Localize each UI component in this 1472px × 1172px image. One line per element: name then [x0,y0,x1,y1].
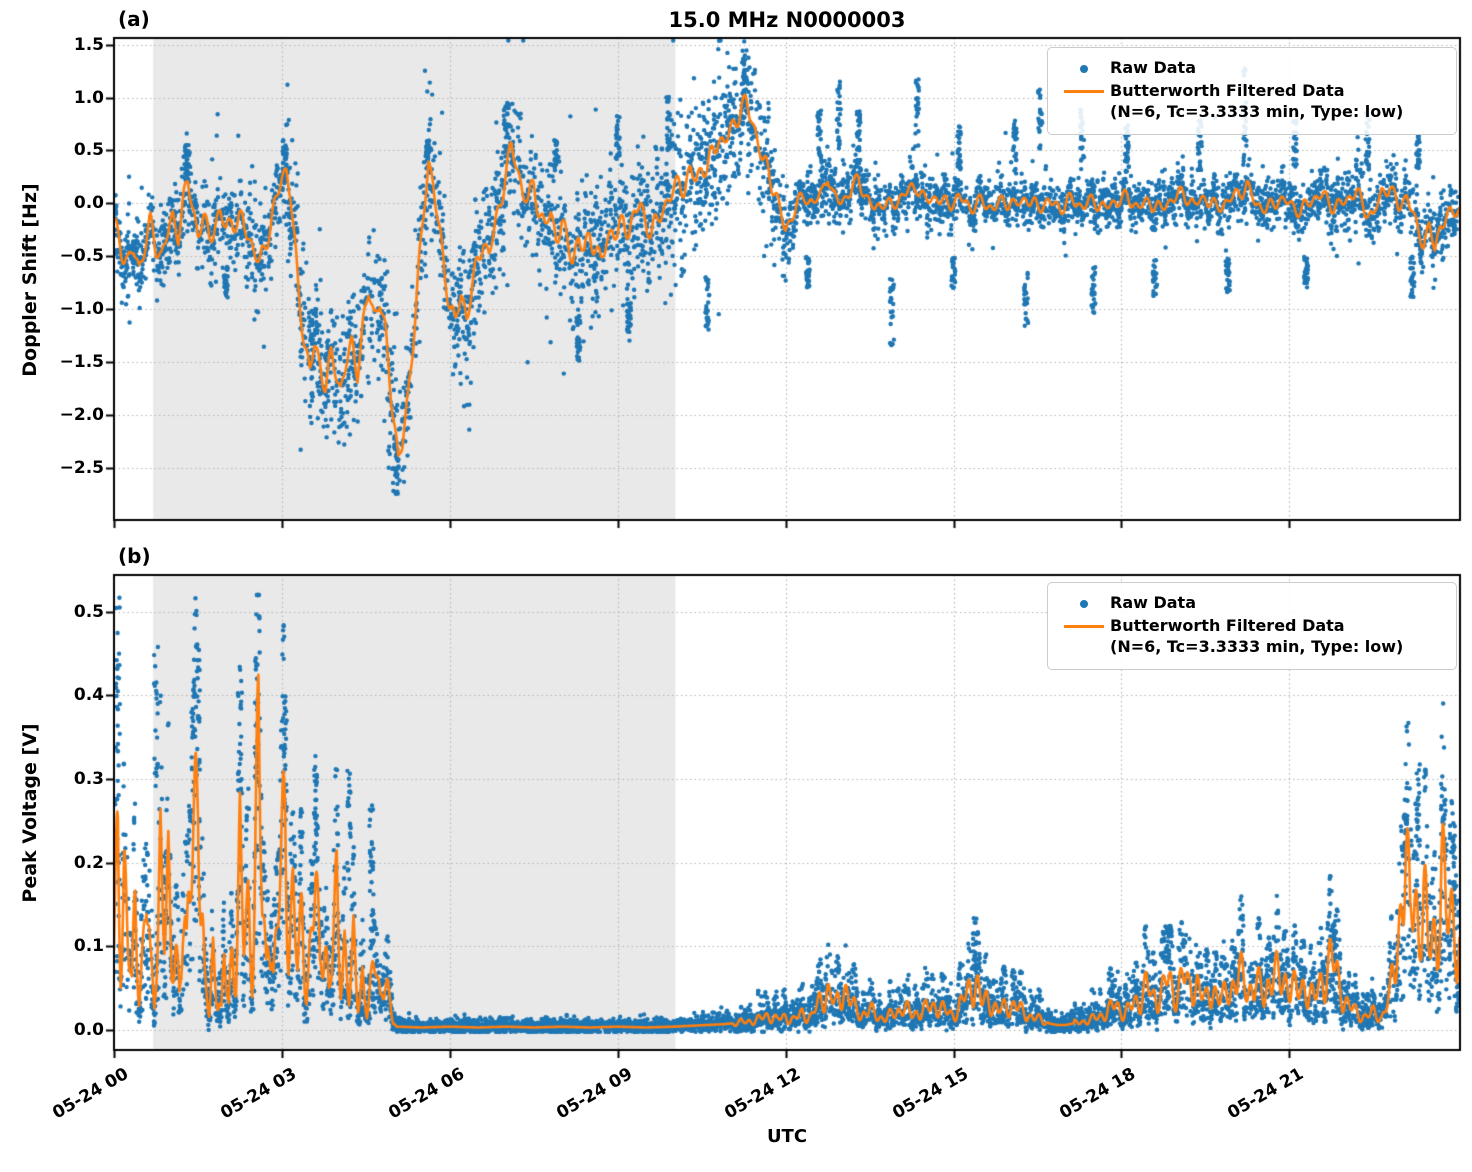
legend-row-raw: Raw Data [1058,593,1444,614]
legend-filtered-line2: (N=6, Tc=3.3333 min, Type: low) [1110,636,1404,656]
panel-b-tag: (b) [118,544,151,568]
x-axis-label: UTC [766,1126,808,1147]
raw-data-marker-icon [1058,593,1110,614]
y-tick-label: 0.3 [73,769,104,790]
legend-raw-label: Raw Data [1110,58,1196,77]
y-tick-label: 0.5 [73,601,104,622]
figure-title: 15.0 MHz N0000003 [668,8,906,32]
legend-filtered-line1: Butterworth Filtered Data [1110,616,1345,635]
legend-filtered-label: Butterworth Filtered Data (N=6, Tc=3.333… [1110,81,1403,123]
y-tick-label: 1.5 [73,34,104,55]
y-tick-label: 0.0 [73,1020,104,1040]
y-tick-label: −2.0 [59,404,104,425]
legend-b: Raw Data Butterworth Filtered Data (N=6,… [1047,582,1457,670]
y-tick-label: −1.0 [59,299,104,320]
y-tick-label: 0.2 [73,852,104,873]
legend-filtered-line2: (N=6, Tc=3.3333 min, Type: low) [1110,101,1404,121]
legend-filtered-label: Butterworth Filtered Data (N=6, Tc=3.333… [1110,616,1403,658]
filtered-line-marker-icon [1058,616,1110,637]
y-tick-label: −1.5 [59,352,104,373]
y-tick-label: 1.0 [73,87,104,108]
legend-filtered-line1: Butterworth Filtered Data [1110,81,1345,100]
y-tick-label: 0.1 [73,936,104,957]
legend-row-raw: Raw Data [1058,58,1444,79]
panel-a-tag: (a) [118,7,150,31]
filtered-line-marker-icon [1058,81,1110,102]
legend-row-filtered: Butterworth Filtered Data (N=6, Tc=3.333… [1058,81,1444,123]
legend-row-filtered: Butterworth Filtered Data (N=6, Tc=3.333… [1058,616,1444,658]
y-tick-label: 0.5 [73,140,104,161]
y-tick-label: 0.4 [73,685,104,706]
legend-a: Raw Data Butterworth Filtered Data (N=6,… [1047,47,1457,135]
y-tick-label: −2.5 [59,457,104,478]
legend-raw-label: Raw Data [1110,593,1196,612]
y-tick-label: −0.5 [59,246,104,267]
raw-data-marker-icon [1058,58,1110,79]
y-tick-label: 0.0 [73,193,104,214]
